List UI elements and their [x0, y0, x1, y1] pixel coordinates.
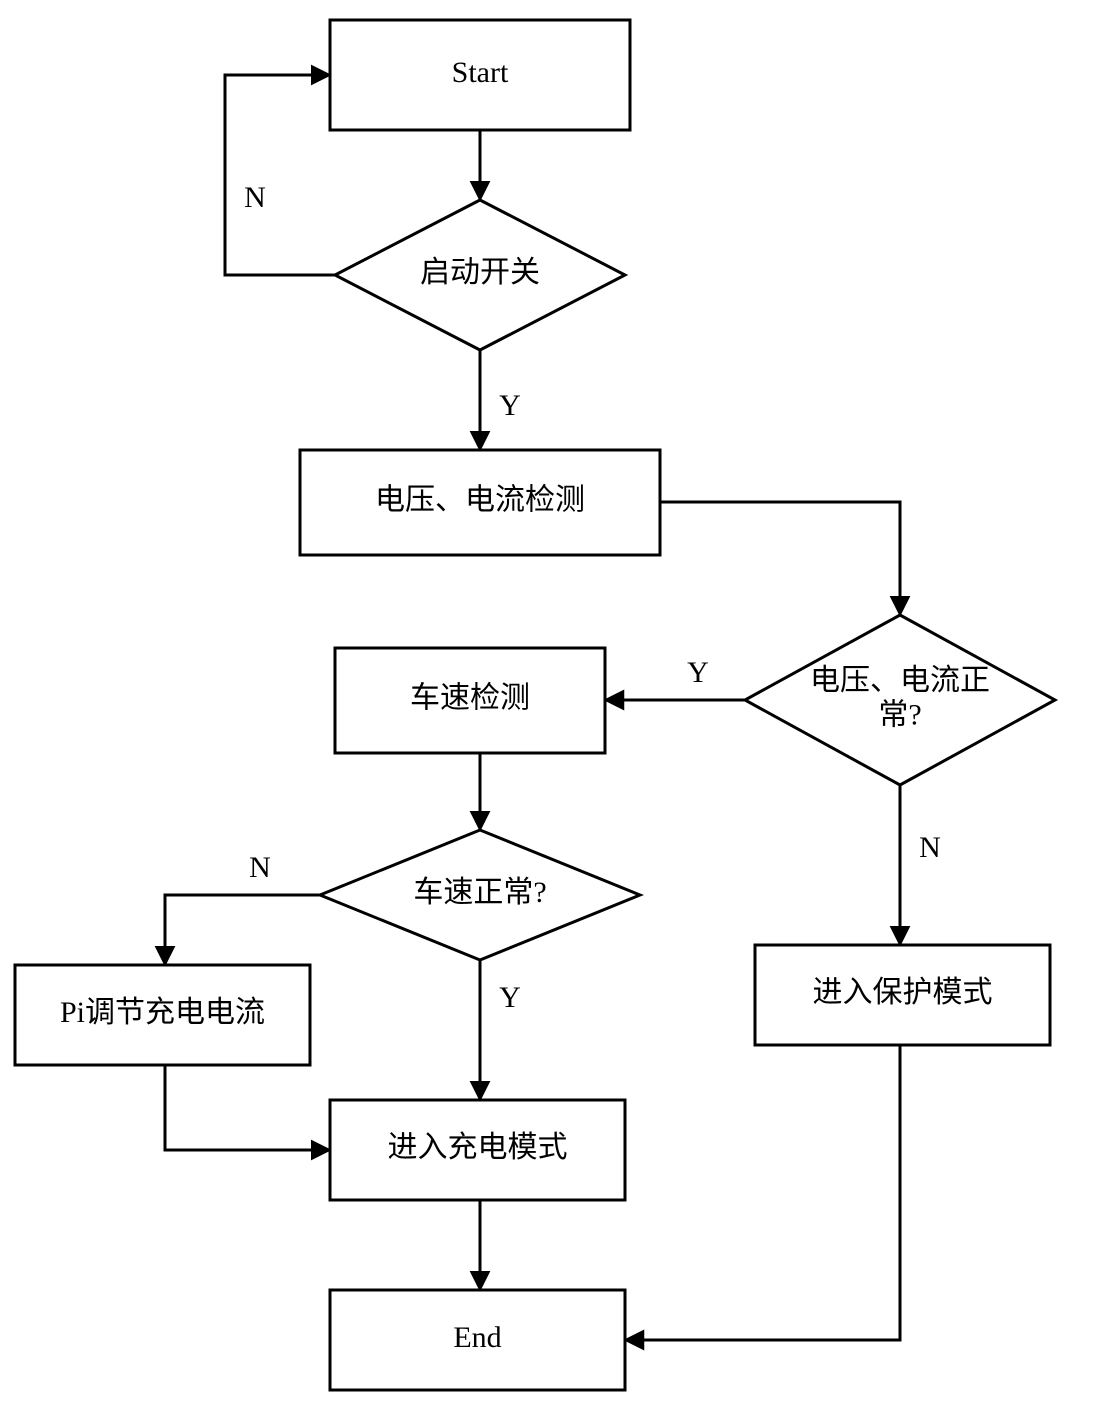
edge-protect-to-end [625, 1045, 900, 1340]
edge-switch-to-start: N [225, 75, 335, 275]
node-protect: 进入保护模式 [755, 945, 1050, 1045]
node-label: Start [452, 56, 509, 89]
edge-label: N [249, 851, 271, 884]
node-label: 进入充电模式 [388, 1131, 568, 1164]
node-charge: 进入充电模式 [330, 1100, 625, 1200]
node-switch: 启动开关 [335, 200, 625, 350]
node-label: 车速正常? [413, 876, 546, 909]
node-start: Start [330, 20, 630, 130]
node-label: 启动开关 [420, 256, 540, 289]
node-detect: 电压、电流检测 [300, 450, 660, 555]
edge-label: Y [499, 981, 521, 1014]
edge-vi_ok-to-protect: N [900, 785, 941, 945]
edge-label: Y [499, 389, 521, 422]
edge-speed_ok-to-charge: Y [480, 960, 521, 1100]
node-speed_ok: 车速正常? [320, 830, 640, 960]
edge-label: Y [687, 656, 709, 689]
edge-label: N [244, 181, 266, 214]
node-label: 车速检测 [410, 681, 530, 714]
node-label: End [453, 1321, 501, 1354]
node-pi: Pi调节充电电流 [15, 965, 310, 1065]
node-end: End [330, 1290, 625, 1390]
edge-pi-to-charge [165, 1065, 330, 1150]
edge-label: N [919, 831, 941, 864]
edge-speed_ok-to-pi: N [165, 851, 320, 965]
node-label: 进入保护模式 [813, 976, 993, 1009]
edge-vi_ok-to-speed: Y [605, 656, 745, 700]
node-label: Pi调节充电电流 [60, 996, 265, 1029]
node-label: 电压、电流检测 [375, 483, 585, 516]
edge-switch-to-detect: Y [480, 350, 521, 450]
edge-detect-to-vi_ok [660, 502, 900, 615]
node-vi_ok: 电压、电流正常? [745, 615, 1055, 785]
node-speed: 车速检测 [335, 648, 605, 753]
